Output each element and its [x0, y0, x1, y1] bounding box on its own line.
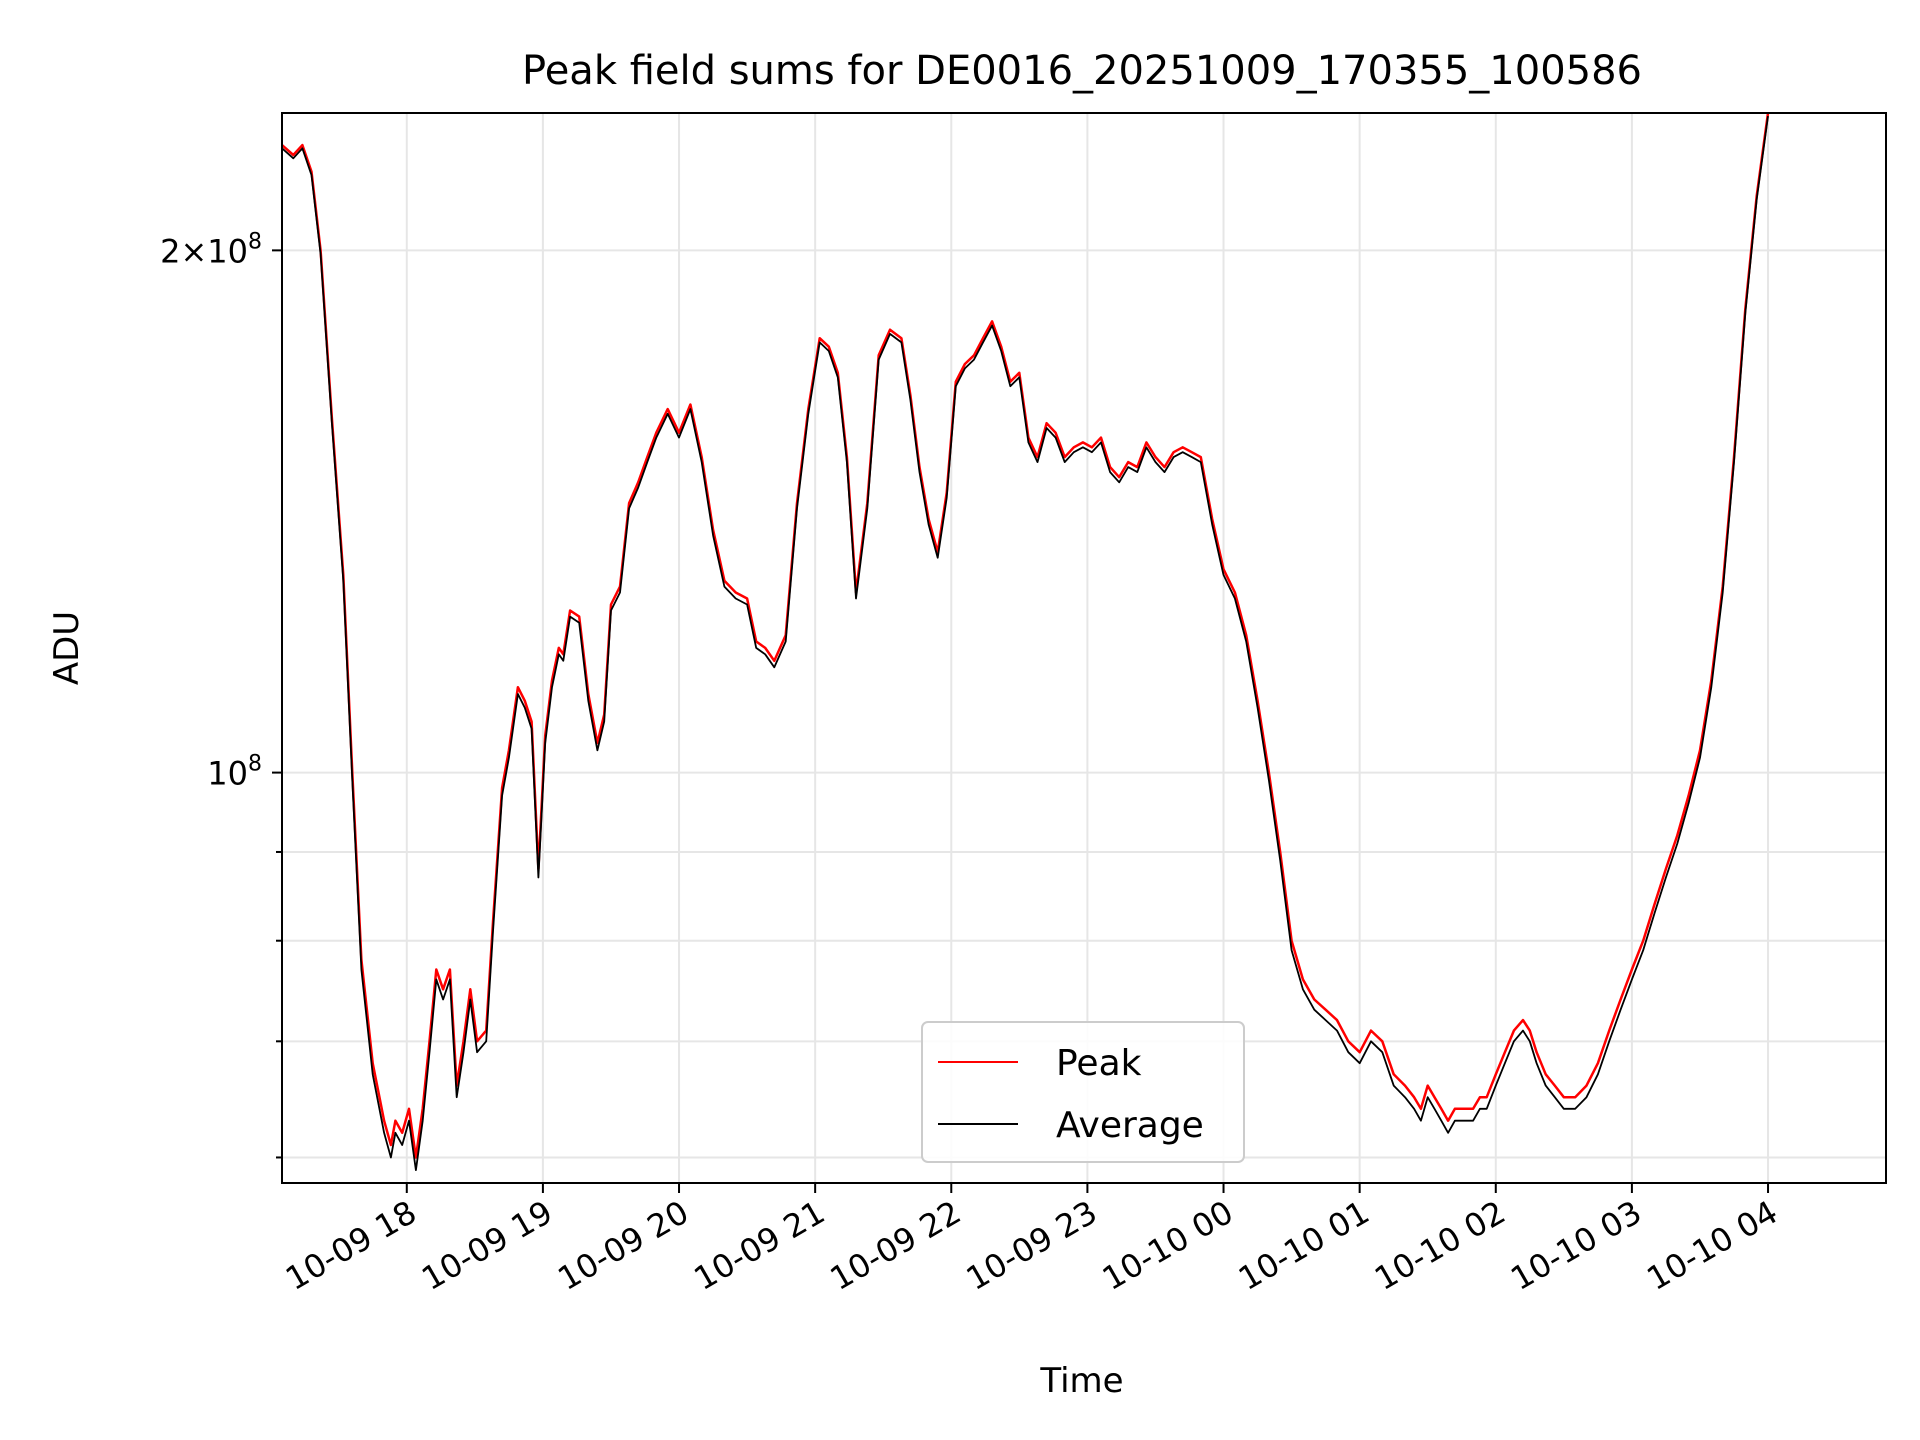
legend: Peak Average: [921, 1021, 1245, 1163]
series-line-average: [282, 115, 1769, 1171]
chart-title: Peak field sums for DE0016_20251009_1703…: [522, 48, 1642, 94]
y-axis-label: ADU: [47, 611, 87, 685]
x-axis-label: Time: [1039, 1361, 1123, 1401]
y-tick-base: 10: [207, 232, 248, 270]
y-tick-exponent: 8: [248, 229, 262, 254]
grid-lines: [282, 113, 1886, 1183]
y-tick-exponent: 8: [248, 752, 262, 777]
legend-label-peak: Peak: [1056, 1043, 1142, 1084]
y-tick-times: ×: [180, 232, 207, 270]
y-tick-coef: 2: [160, 232, 180, 270]
y-tick-label: 2×108: [160, 229, 262, 270]
plot-frame: [281, 112, 1887, 1184]
legend-label-average: Average: [1056, 1105, 1204, 1146]
legend-box: [921, 1021, 1245, 1163]
y-tick-label: 108: [207, 752, 262, 793]
plot-series: [282, 113, 1770, 1171]
y-tick-base: 10: [207, 755, 248, 793]
